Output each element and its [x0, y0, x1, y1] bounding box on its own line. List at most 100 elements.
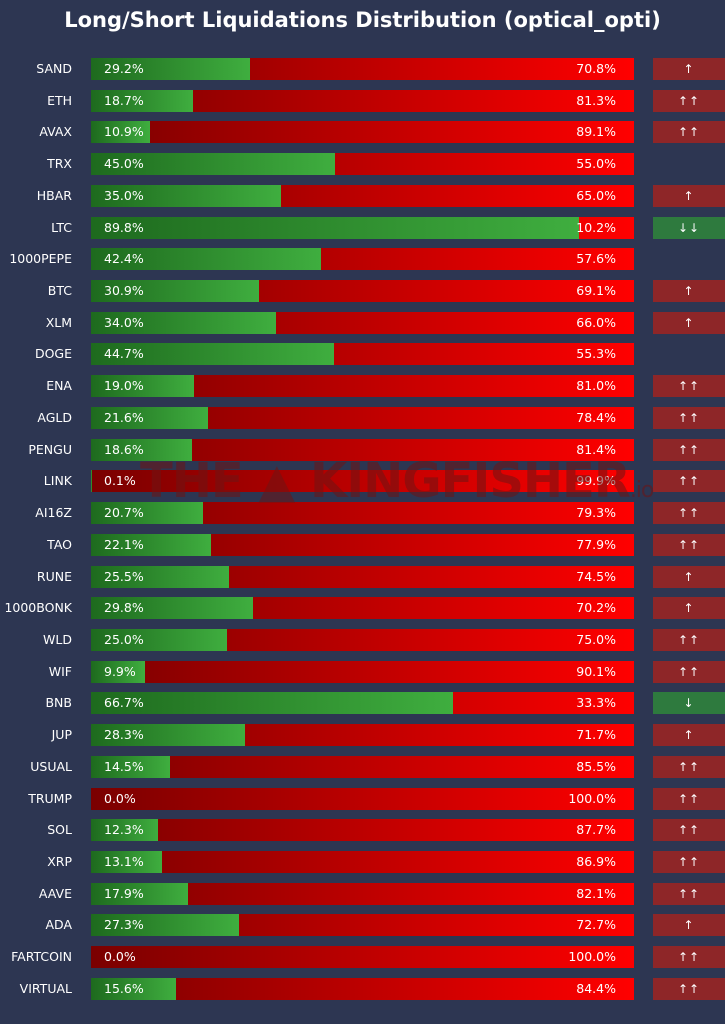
symbol-label: AGLD [37, 409, 72, 425]
signal-up-badge: ↑ [653, 311, 725, 334]
bar-row: AAVE 17.9% 82.1% ↑↑ [0, 882, 725, 905]
signal-up-badge: ↑↑ [653, 502, 725, 525]
long-bar [91, 375, 195, 398]
short-percent-label: 79.3% [576, 505, 616, 521]
bar-row: DOGE 44.7% 55.3% [0, 343, 725, 366]
long-percent-label: 35.0% [104, 187, 144, 203]
long-bar [91, 819, 158, 842]
long-bar [91, 565, 230, 588]
short-bar: 0.1% 99.9% [91, 470, 634, 493]
short-percent-label: 66.0% [576, 314, 616, 330]
long-bar [91, 121, 151, 144]
signal-up-badge: ↑↑ [653, 628, 725, 651]
bar-row: AGLD 21.6% 78.4% ↑↑ [0, 406, 725, 429]
symbol-label: ADA [45, 917, 72, 933]
long-percent-label: 0.0% [104, 790, 136, 806]
chart-title: Long/Short Liquidations Distribution (op… [64, 8, 661, 32]
symbol-label: TAO [47, 536, 72, 552]
short-bar: 22.1% 77.9% [91, 533, 634, 556]
short-percent-label: 75.0% [576, 631, 616, 647]
long-bar [91, 597, 253, 620]
symbol-label: USUAL [30, 758, 72, 774]
long-bar [91, 692, 454, 715]
long-percent-label: 30.9% [104, 283, 144, 299]
short-percent-label: 55.3% [576, 346, 616, 362]
short-percent-label: 70.8% [576, 61, 616, 76]
short-percent-label: 65.0% [576, 187, 616, 203]
short-bar: 28.3% 71.7% [91, 724, 634, 747]
long-percent-label: 15.6% [104, 980, 144, 996]
short-percent-label: 70.2% [576, 600, 616, 616]
long-bar [91, 58, 250, 80]
short-percent-label: 89.1% [576, 124, 616, 140]
bar-row: LINK 0.1% 99.9% ↑↑ [0, 470, 725, 493]
bar-row: SAND 29.2% 70.8% ↑ [0, 58, 725, 80]
long-percent-label: 9.9% [104, 663, 136, 679]
symbol-label: BTC [47, 283, 72, 299]
long-percent-label: 18.7% [104, 92, 144, 108]
symbol-label: XLM [45, 314, 72, 330]
long-percent-label: 0.1% [104, 473, 136, 489]
short-percent-label: 82.1% [576, 885, 616, 901]
long-percent-label: 25.0% [104, 631, 144, 647]
symbol-label: XRP [47, 854, 72, 869]
symbol-label: 1000PEPE [9, 251, 72, 267]
long-bar [91, 406, 209, 429]
bar-row: PENGU 18.6% 81.4% ↑↑ [0, 438, 725, 461]
short-bar: 35.0% 65.0% [91, 184, 634, 207]
long-percent-label: 66.7% [104, 695, 144, 711]
symbol-label: AI16Z [35, 505, 72, 521]
long-percent-label: 89.8% [104, 219, 144, 235]
short-percent-label: 10.2% [576, 219, 616, 235]
long-bar [91, 216, 579, 239]
short-bar: 12.3% 87.7% [91, 819, 634, 842]
bar-row: XLM 34.0% 66.0% ↑ [0, 311, 725, 334]
signal-empty [653, 153, 725, 175]
short-percent-label: 81.0% [576, 378, 616, 394]
symbol-label: LTC [51, 219, 72, 235]
signal-up-badge: ↑ [653, 565, 725, 588]
short-bar: 20.7% 79.3% [91, 502, 634, 525]
long-bar [91, 724, 245, 747]
bar-row: WLD 25.0% 75.0% ↑↑ [0, 628, 725, 651]
short-bar: 25.5% 74.5% [91, 565, 634, 588]
short-bar: 13.1% 86.9% [91, 851, 634, 873]
short-bar: 44.7% 55.3% [91, 343, 634, 366]
short-percent-label: 78.4% [576, 409, 616, 425]
signal-up-badge: ↑↑ [653, 89, 725, 112]
long-bar [91, 977, 176, 1000]
bar-row: 1000PEPE 42.4% 57.6% [0, 248, 725, 271]
symbol-label: LINK [43, 473, 72, 489]
short-bar: 14.5% 85.5% [91, 755, 634, 778]
short-bar: 27.3% 72.7% [91, 914, 634, 937]
long-bar [91, 882, 189, 905]
signal-up-badge: ↑↑ [653, 406, 725, 429]
signal-up-badge: ↑↑ [653, 533, 725, 556]
short-percent-label: 72.7% [576, 917, 616, 933]
short-bar: 29.2% 70.8% [91, 58, 634, 80]
long-bar [91, 660, 145, 683]
short-bar: 0.0% 100.0% [91, 946, 634, 969]
long-percent-label: 12.3% [104, 822, 144, 838]
short-percent-label: 69.1% [576, 283, 616, 299]
short-bar: 45.0% 55.0% [91, 153, 634, 176]
signal-up-badge: ↑↑ [653, 121, 725, 144]
long-percent-label: 17.9% [104, 885, 144, 901]
long-bar [91, 89, 193, 112]
symbol-label: ETH [47, 92, 72, 108]
bar-row: TRX 45.0% 55.0% [0, 153, 725, 176]
long-bar [91, 502, 204, 525]
bar-row: BTC 30.9% 69.1% ↑ [0, 280, 725, 303]
symbol-label: SAND [36, 61, 72, 76]
signal-up-badge: ↑ [653, 597, 725, 620]
long-bar [91, 311, 276, 334]
signal-up-badge: ↑↑ [653, 787, 725, 810]
bar-row: ENA 19.0% 81.0% ↑↑ [0, 375, 725, 398]
long-percent-label: 27.3% [104, 917, 144, 933]
symbol-label: TRUMP [28, 790, 72, 806]
long-percent-label: 20.7% [104, 505, 144, 521]
signal-up-badge: ↑↑ [653, 755, 725, 778]
long-percent-label: 34.0% [104, 314, 144, 330]
signal-up-badge: ↑↑ [653, 470, 725, 493]
bar-row: USUAL 14.5% 85.5% ↑↑ [0, 755, 725, 778]
